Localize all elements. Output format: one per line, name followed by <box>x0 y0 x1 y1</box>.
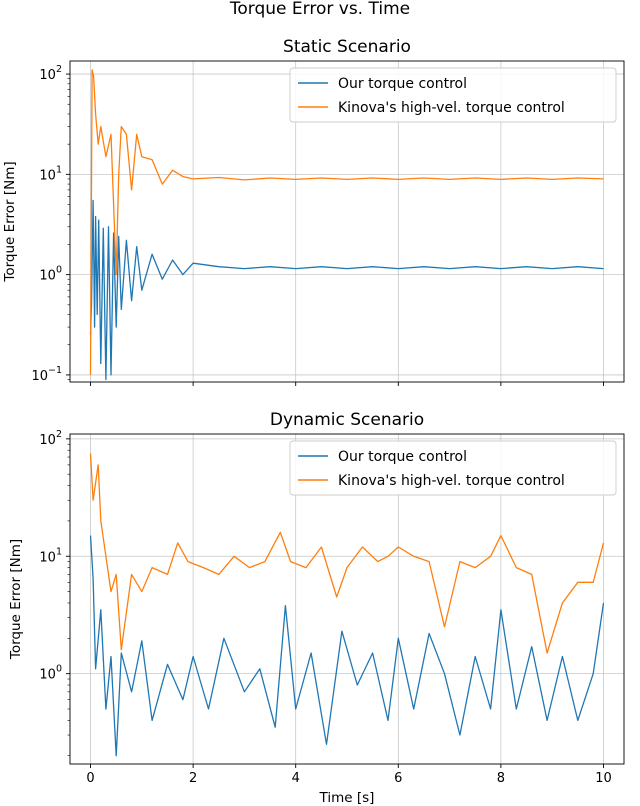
figure-suptitle: Torque Error vs. Time <box>229 0 410 19</box>
x-tick-label: 10 <box>595 771 612 786</box>
legend-entry: Kinova's high-vel. torque control <box>338 100 565 116</box>
series-lines <box>89 453 605 757</box>
y-tick-label: 10−1 <box>31 365 62 384</box>
y-tick-exponent: −1 <box>48 365 62 376</box>
series-line-our-torque-control <box>89 535 605 757</box>
legend-box <box>289 67 617 123</box>
y-tick-exponent: 0 <box>56 265 62 276</box>
y-tick-exponent: 2 <box>56 429 62 440</box>
y-axis-label: Torque Error [Nm] <box>8 539 24 660</box>
y-tick-base: 10 <box>39 168 56 183</box>
y-tick-label: 100 <box>39 265 62 284</box>
legend: Our torque control Kinova's high-vel. tor… <box>289 67 617 123</box>
legend: Our torque control Kinova's high-vel. tor… <box>289 440 617 496</box>
chart-title: Static Scenario <box>283 37 411 57</box>
y-tick-label: 101 <box>39 546 62 565</box>
x-tick-label: 8 <box>497 771 505 786</box>
y-tick-label: 100 <box>39 664 62 683</box>
y-tick-base: 10 <box>39 269 56 284</box>
legend-entry: Our torque control <box>338 76 467 92</box>
legend-box <box>289 440 617 496</box>
series-lines <box>89 69 604 381</box>
series-line-kinova-torque-control <box>89 69 604 375</box>
series-line-our-torque-control <box>89 199 604 381</box>
chart-title: Dynamic Scenario <box>270 410 424 430</box>
legend-entry: Kinova's high-vel. torque control <box>338 473 565 489</box>
series-line-kinova-torque-control <box>89 453 605 654</box>
x-tick-label: 2 <box>189 771 197 786</box>
y-tick-base: 10 <box>39 550 56 565</box>
y-tick-label: 102 <box>39 64 62 83</box>
x-axis-label: Time [s] <box>319 790 375 806</box>
x-tick-label: 0 <box>86 771 94 786</box>
y-tick-label: 102 <box>39 429 62 448</box>
y-tick-base: 10 <box>39 68 56 83</box>
y-tick-exponent: 1 <box>56 164 62 175</box>
y-tick-base: 10 <box>31 369 48 384</box>
y-tick-exponent: 2 <box>56 64 62 75</box>
legend-entry: Our torque control <box>338 449 467 465</box>
y-tick-label: 101 <box>39 164 62 183</box>
x-ticks <box>90 382 604 386</box>
y-tick-exponent: 1 <box>56 546 62 557</box>
y-tick-base: 10 <box>39 433 56 448</box>
x-ticks: 0 2 4 6 8 10 <box>86 764 612 786</box>
x-tick-label: 6 <box>394 771 402 786</box>
y-axis-label: Torque Error [Nm] <box>2 161 18 282</box>
y-tick-exponent: 0 <box>56 664 62 675</box>
axes-frame <box>69 433 625 765</box>
axes-frame <box>69 60 625 383</box>
x-tick-label: 4 <box>292 771 300 786</box>
y-tick-base: 10 <box>39 668 56 683</box>
